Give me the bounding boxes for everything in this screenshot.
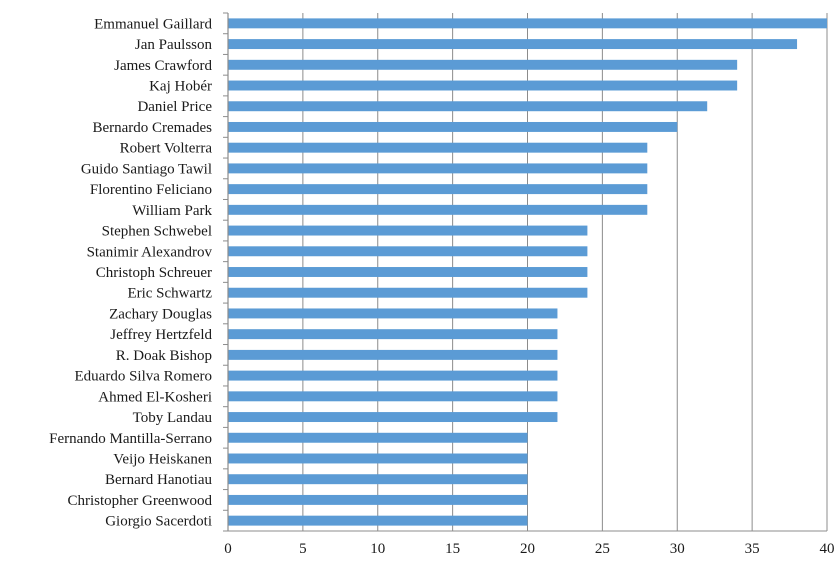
category-label: Kaj Hobér <box>149 79 212 95</box>
bar <box>228 121 678 132</box>
bar <box>228 225 588 236</box>
bar <box>228 391 558 402</box>
bar <box>228 101 708 112</box>
bar <box>228 59 738 70</box>
bar <box>228 246 588 257</box>
x-tick-label: 30 <box>670 541 685 557</box>
category-label: Fernando Mantilla-Serrano <box>49 431 212 447</box>
bar <box>228 204 648 215</box>
bar <box>228 370 558 381</box>
axes <box>223 12 827 532</box>
category-label: Robert Volterra <box>120 141 213 157</box>
bar <box>228 308 558 319</box>
bar <box>228 474 528 485</box>
x-tick-labels: 0 5 10 15 20 25 30 35 40 <box>224 541 834 557</box>
x-tick-label: 35 <box>745 541 760 557</box>
bar <box>228 432 528 443</box>
category-label: Toby Landau <box>133 410 213 426</box>
x-tick-label: 15 <box>445 541 460 557</box>
bar <box>228 453 528 464</box>
category-label: Ahmed El-Kosheri <box>98 389 212 405</box>
category-label: Zachary Douglas <box>109 306 212 322</box>
bar <box>228 494 528 505</box>
bar <box>228 287 588 298</box>
x-tick-label: 25 <box>595 541 610 557</box>
category-label: Jan Paulsson <box>135 37 213 53</box>
category-label: Bernardo Cremades <box>92 120 212 136</box>
category-labels: Emmanuel Gaillard Jan Paulsson James Crawf… <box>49 16 212 529</box>
bar <box>228 142 648 153</box>
bar <box>228 412 558 423</box>
category-label: Stephen Schwebel <box>102 224 212 240</box>
bar <box>228 163 648 174</box>
category-label: Daniel Price <box>137 99 212 115</box>
category-label: Emmanuel Gaillard <box>94 16 212 32</box>
x-tick-label: 0 <box>224 541 232 557</box>
bar <box>228 39 798 50</box>
bar <box>228 267 588 277</box>
bar <box>228 18 827 29</box>
category-label: Jeffrey Hertzfeld <box>110 327 212 343</box>
category-label: Giorgio Sacerdoti <box>105 514 212 530</box>
category-label: William Park <box>132 203 212 219</box>
category-label: R. Doak Bishop <box>116 348 212 364</box>
category-label: Eduardo Silva Romero <box>75 369 212 385</box>
category-label: Christoph Schreuer <box>96 265 212 281</box>
x-tick-label: 40 <box>820 541 835 557</box>
x-tick-label: 5 <box>299 541 307 557</box>
bar <box>228 80 738 91</box>
bar <box>228 515 528 526</box>
category-label: Christopher Greenwood <box>67 493 212 509</box>
bar <box>228 184 648 195</box>
bars <box>228 18 827 526</box>
category-label: Stanimir Alexandrov <box>87 244 213 260</box>
bar <box>228 329 558 340</box>
bar <box>228 349 558 360</box>
category-label: Veijo Heiskanen <box>113 451 212 467</box>
category-label: Florentino Feliciano <box>90 182 212 198</box>
category-label: Bernard Hanotiau <box>105 472 213 488</box>
category-label: James Crawford <box>114 58 212 74</box>
x-tick-label: 10 <box>370 541 385 557</box>
category-label: Guido Santiago Tawil <box>81 161 212 177</box>
x-tick-label: 20 <box>520 541 535 557</box>
category-label: Eric Schwartz <box>127 286 212 302</box>
